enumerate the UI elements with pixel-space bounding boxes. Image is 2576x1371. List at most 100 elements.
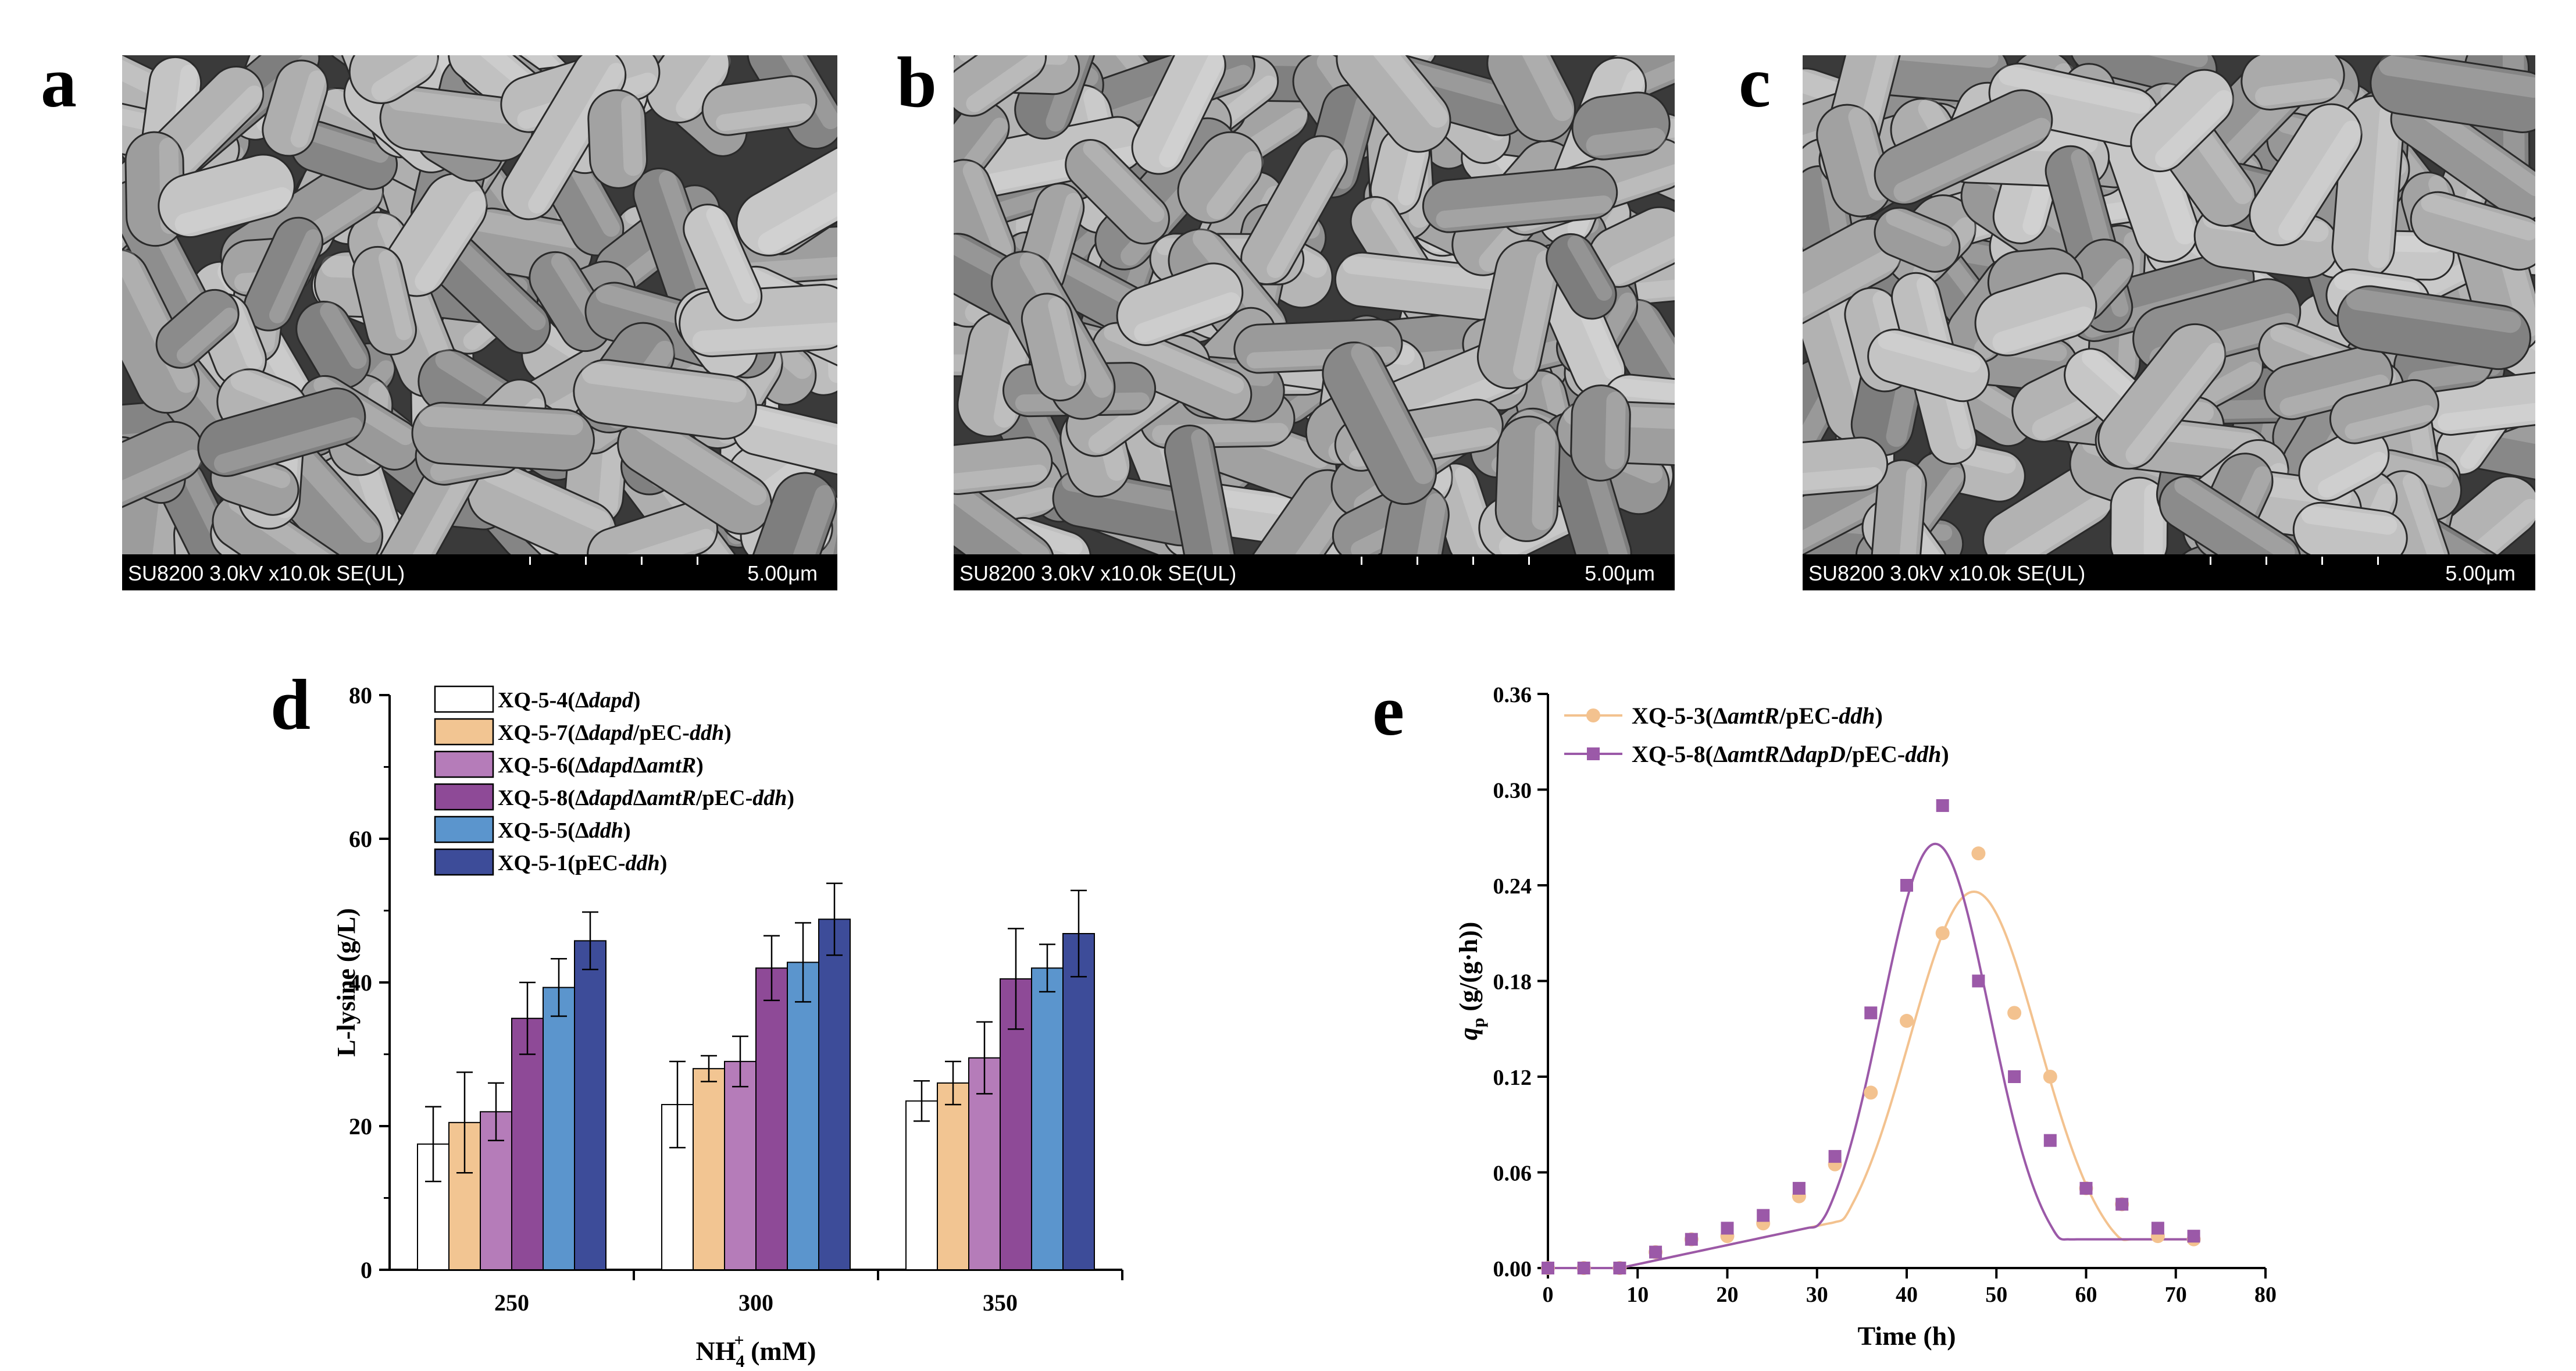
legend-swatch bbox=[434, 783, 494, 811]
bar bbox=[693, 1068, 725, 1270]
y-tick-label: 40 bbox=[349, 970, 372, 996]
bar bbox=[818, 918, 851, 1270]
bacterium-cell bbox=[1974, 272, 2097, 357]
x-tick-label: 20 bbox=[1717, 1283, 1739, 1307]
legend-label: XQ-5-1(pEC-ddh) bbox=[498, 851, 667, 875]
bacterium-cell bbox=[1116, 262, 1244, 346]
sem-info-text: SU8200 3.0kV x10.0k SE(UL) bbox=[1808, 561, 2086, 585]
y-tick-label: 80 bbox=[349, 682, 372, 708]
bacterium-cell bbox=[1867, 328, 1990, 403]
bacteria-cells-image bbox=[122, 55, 837, 554]
bacteria-cells-image bbox=[954, 55, 1675, 554]
data-point bbox=[1864, 1006, 1878, 1020]
bar bbox=[511, 1017, 544, 1270]
x-tick-label: 10 bbox=[1626, 1283, 1649, 1307]
x-tick-label: 250 bbox=[494, 1290, 529, 1316]
y-axis-label: qp (g/(g·h)) bbox=[1454, 922, 1488, 1041]
sem-info-bar: SU8200 3.0kV x10.0k SE(UL) 5.00μm bbox=[122, 554, 837, 590]
bacterium-cell bbox=[1131, 55, 1226, 175]
legend-label: XQ-5-6(ΔdapdΔamtR) bbox=[498, 753, 704, 778]
x-tick-label: 350 bbox=[983, 1290, 1018, 1316]
y-tick-label: 0.18 bbox=[1493, 970, 1532, 995]
bacterium-cell bbox=[2329, 379, 2439, 444]
bacterium-cell bbox=[2298, 426, 2390, 502]
bacterium-cell bbox=[587, 89, 648, 189]
legend-label: XQ-5-5(Δddh) bbox=[498, 818, 631, 843]
x-tick-label: 40 bbox=[1896, 1283, 1918, 1307]
x-tick-label: 30 bbox=[1806, 1283, 1828, 1307]
sem-image-b: SU8200 3.0kV x10.0k SE(UL) 5.00μm bbox=[954, 55, 1675, 590]
y-tick-label: 0.30 bbox=[1493, 779, 1532, 803]
legend-swatch bbox=[434, 685, 494, 713]
data-point bbox=[1792, 1181, 1806, 1195]
bacterium-cell bbox=[1486, 55, 1576, 143]
data-point bbox=[2115, 1198, 2129, 1211]
x-tick-label: 300 bbox=[738, 1290, 773, 1316]
legend-label: XQ-5-7(Δdapd/pEC-ddh) bbox=[498, 721, 732, 745]
x-axis-label: NH4+ (mM) bbox=[696, 1331, 816, 1371]
bacterium-cell bbox=[1336, 55, 1451, 153]
bacterium-cell bbox=[158, 154, 295, 238]
y-tick-label: 0.24 bbox=[1493, 874, 1532, 899]
bacterium-cell bbox=[348, 55, 439, 105]
data-point bbox=[1864, 1085, 1878, 1100]
bacterium-cell bbox=[2410, 191, 2535, 271]
bacterium-cell bbox=[2158, 475, 2302, 554]
bar-chart-d: 0 20 40 60 80 250 300 350 L-lysine (g/L) NH4+ (mM… bbox=[332, 682, 1123, 1371]
sem-scale-label: 5.00μm bbox=[2445, 561, 2516, 585]
data-point bbox=[2079, 1181, 2093, 1195]
bacterium-cell bbox=[1587, 206, 1675, 288]
sem-info-text: SU8200 3.0kV x10.0k SE(UL) bbox=[128, 561, 405, 585]
bacterium-cell bbox=[2336, 285, 2531, 371]
x-tick-label: 50 bbox=[1985, 1283, 2007, 1307]
data-point bbox=[1828, 1150, 1842, 1163]
bacterium-cell bbox=[352, 245, 417, 356]
x-tick-label: 0 bbox=[1543, 1283, 1554, 1307]
bacterium-cell bbox=[411, 401, 595, 472]
sem-info-text: SU8200 3.0kV x10.0k SE(UL) bbox=[959, 561, 1237, 585]
panel-label-b: b bbox=[897, 42, 937, 122]
bacterium-cell bbox=[2097, 323, 2227, 470]
fit-curve bbox=[1547, 842, 2194, 1270]
bar bbox=[724, 1060, 757, 1270]
bacteria-cells-image bbox=[1803, 55, 2535, 554]
legend-swatch bbox=[434, 718, 494, 746]
data-point bbox=[1972, 974, 1985, 988]
y-tick-label: 0.00 bbox=[1493, 1257, 1532, 1281]
bacterium-cell bbox=[1021, 293, 1086, 402]
data-point bbox=[1542, 1262, 1554, 1274]
y-tick-label: 0.36 bbox=[1493, 683, 1532, 707]
sem-image-c: SU8200 3.0kV x10.0k SE(UL) 5.00μm bbox=[1803, 55, 2535, 590]
x-tick-label: 80 bbox=[2254, 1283, 2277, 1307]
bacterium-cell bbox=[243, 216, 324, 332]
data-point bbox=[2043, 1070, 2057, 1084]
bacterium-cell bbox=[954, 436, 1053, 496]
bacterium-cell bbox=[290, 120, 398, 190]
sem-info-bar: SU8200 3.0kV x10.0k SE(UL) 5.00μm bbox=[954, 554, 1675, 590]
data-point bbox=[2043, 1134, 2057, 1147]
data-point bbox=[1649, 1245, 1662, 1259]
bacterium-cell bbox=[701, 75, 818, 136]
data-point bbox=[1757, 1209, 1770, 1222]
x-tick-label: 70 bbox=[2165, 1283, 2187, 1307]
bacterium-cell bbox=[1874, 206, 1961, 273]
legend-swatch bbox=[434, 816, 494, 843]
data-point bbox=[1935, 926, 1950, 941]
bar bbox=[905, 1100, 938, 1271]
bar bbox=[755, 967, 788, 1271]
scale-ticks bbox=[2210, 557, 2402, 565]
bacterium-cell bbox=[954, 473, 1055, 554]
bacterium-cell bbox=[155, 289, 240, 369]
bacterium-cell bbox=[1322, 341, 1437, 505]
y-tick-label: 0.06 bbox=[1493, 1162, 1532, 1186]
bar bbox=[1031, 967, 1064, 1271]
bacterium-cell bbox=[1494, 415, 1561, 542]
x-axis-label: Time (h) bbox=[1857, 1321, 1956, 1351]
bacterium-cell bbox=[736, 144, 837, 257]
sem-info-bar: SU8200 3.0kV x10.0k SE(UL) 5.00μm bbox=[1803, 554, 2535, 590]
bar bbox=[787, 962, 819, 1271]
legend-label: XQ-5-8(ΔdapdΔamtR/pEC-ddh) bbox=[498, 786, 794, 810]
y-tick-label: 0 bbox=[361, 1257, 372, 1283]
x-tick-label: 60 bbox=[2075, 1283, 2097, 1307]
